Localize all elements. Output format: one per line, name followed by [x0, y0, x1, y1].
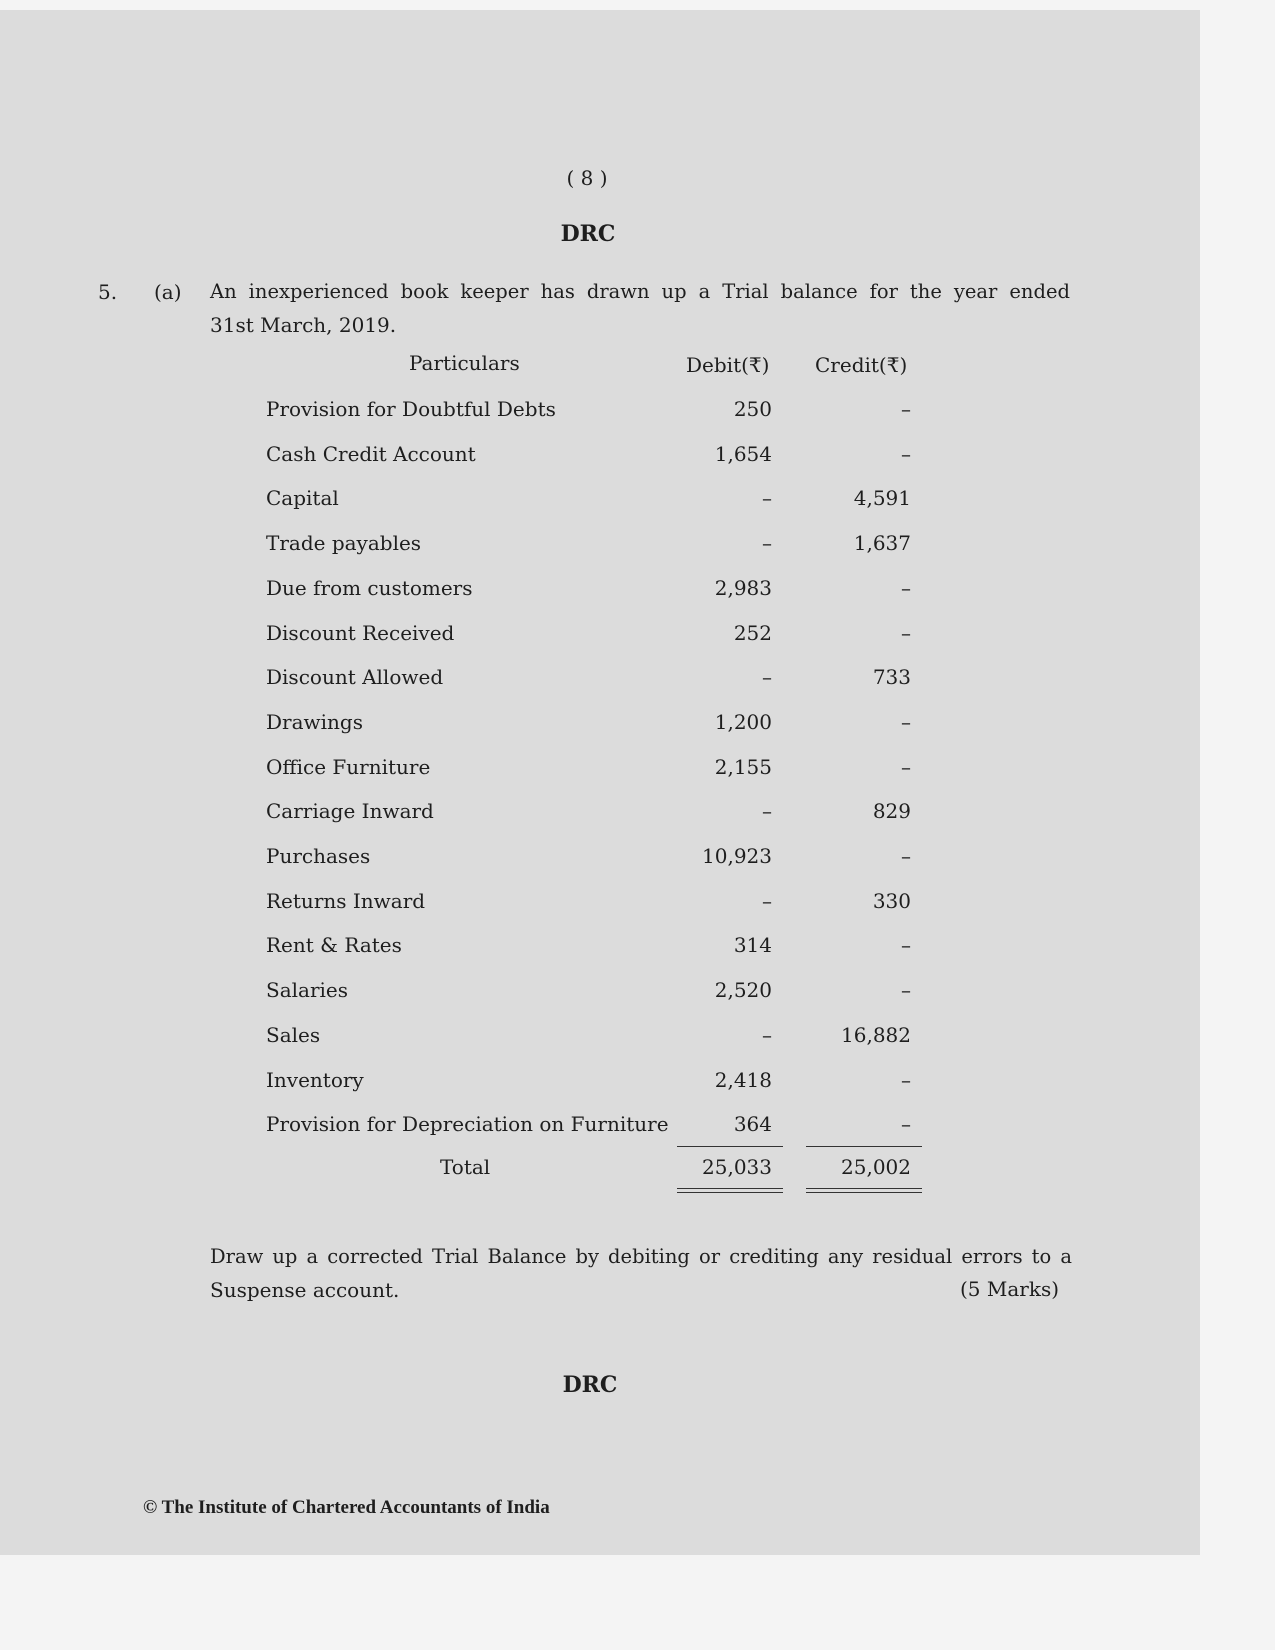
row-particulars: Salaries	[266, 978, 349, 1003]
row-particulars: Capital	[266, 486, 339, 511]
row-credit: –	[901, 844, 911, 868]
row-debit: 252	[733, 620, 772, 645]
row-particulars: Provision for Doubtful Debts	[266, 397, 556, 421]
row-credit: 16,882	[841, 1022, 911, 1047]
row-credit: –	[901, 1067, 911, 1092]
row-particulars: Returns Inward	[266, 888, 426, 913]
row-debit: 364	[733, 1112, 772, 1137]
row-credit: –	[901, 397, 911, 421]
column-header-debit: Debit(₹)	[686, 353, 770, 377]
row-debit: 10,923	[702, 844, 772, 868]
total-line-credit-1	[806, 1188, 922, 1189]
page	[0, 10, 1200, 1555]
row-credit: –	[901, 1112, 911, 1137]
row-credit: –	[901, 978, 911, 1003]
column-header-credit: Credit(₹)	[815, 353, 908, 377]
row-credit: 330	[872, 888, 911, 913]
row-particulars: Sales	[266, 1022, 321, 1047]
copyright: © The Institute of Chartered Accountants…	[143, 1497, 550, 1518]
row-particulars: Rent & Rates	[266, 933, 402, 958]
row-particulars: Carriage Inward	[266, 799, 434, 824]
question-intro-line1: An inexperienced book keeper has drawn u…	[210, 280, 1070, 303]
total-line-credit-2	[806, 1192, 922, 1193]
header-code: DRC	[560, 221, 616, 247]
row-debit: 1,200	[714, 709, 772, 734]
row-credit: 1,637	[853, 531, 911, 556]
row-particulars: Trade payables	[266, 531, 422, 556]
row-debit: –	[762, 799, 772, 824]
page-number: ( 8 )	[566, 166, 608, 190]
row-particulars: Office Furniture	[266, 754, 431, 779]
total-credit: 25,002	[841, 1155, 911, 1179]
row-debit: –	[762, 888, 772, 913]
row-particulars: Drawings	[266, 709, 363, 734]
row-debit: –	[762, 531, 772, 556]
row-particulars: Provision for Depreciation on Furniture	[266, 1112, 669, 1137]
row-particulars: Cash Credit Account	[266, 441, 476, 466]
total-line-debit-2	[677, 1192, 783, 1193]
marks: (5 Marks)	[960, 1277, 1060, 1301]
row-credit: –	[901, 754, 911, 779]
row-credit: –	[901, 441, 911, 466]
row-debit: 2,520	[714, 978, 772, 1003]
question-part: (a)	[154, 280, 182, 304]
row-debit: 314	[733, 933, 772, 958]
row-debit: 2,983	[714, 575, 772, 600]
row-credit: 4,591	[853, 486, 911, 511]
row-credit: –	[901, 575, 911, 600]
subtotal-line-debit	[677, 1146, 783, 1147]
row-credit: –	[901, 709, 911, 734]
row-particulars: Inventory	[266, 1067, 364, 1092]
row-particulars: Discount Allowed	[266, 665, 444, 690]
footer-code: DRC	[562, 1372, 618, 1398]
row-credit: 829	[872, 799, 911, 824]
row-debit: 1,654	[714, 441, 772, 466]
row-credit: –	[901, 933, 911, 958]
question-intro-line2: 31st March, 2019.	[210, 313, 397, 337]
row-debit: 2,418	[714, 1067, 772, 1092]
row-debit: –	[762, 1022, 772, 1047]
total-debit: 25,033	[702, 1155, 772, 1179]
subtotal-line-credit	[806, 1146, 922, 1147]
total-line-debit-1	[677, 1188, 783, 1189]
row-particulars: Purchases	[266, 844, 371, 868]
row-debit: 250	[733, 397, 772, 421]
row-credit: 733	[872, 665, 911, 690]
question-number: 5.	[98, 280, 118, 304]
row-credit: –	[901, 620, 911, 645]
row-particulars: Discount Received	[266, 620, 455, 645]
instruction-line1: Draw up a corrected Trial Balance by deb…	[210, 1245, 1072, 1268]
column-header-particulars: Particulars	[409, 351, 520, 375]
instruction-line2: Suspense account.	[210, 1278, 400, 1302]
total-label: Total	[440, 1155, 491, 1179]
row-particulars: Due from customers	[266, 575, 473, 600]
row-debit: –	[762, 486, 772, 511]
row-debit: –	[762, 665, 772, 690]
row-debit: 2,155	[714, 754, 772, 779]
